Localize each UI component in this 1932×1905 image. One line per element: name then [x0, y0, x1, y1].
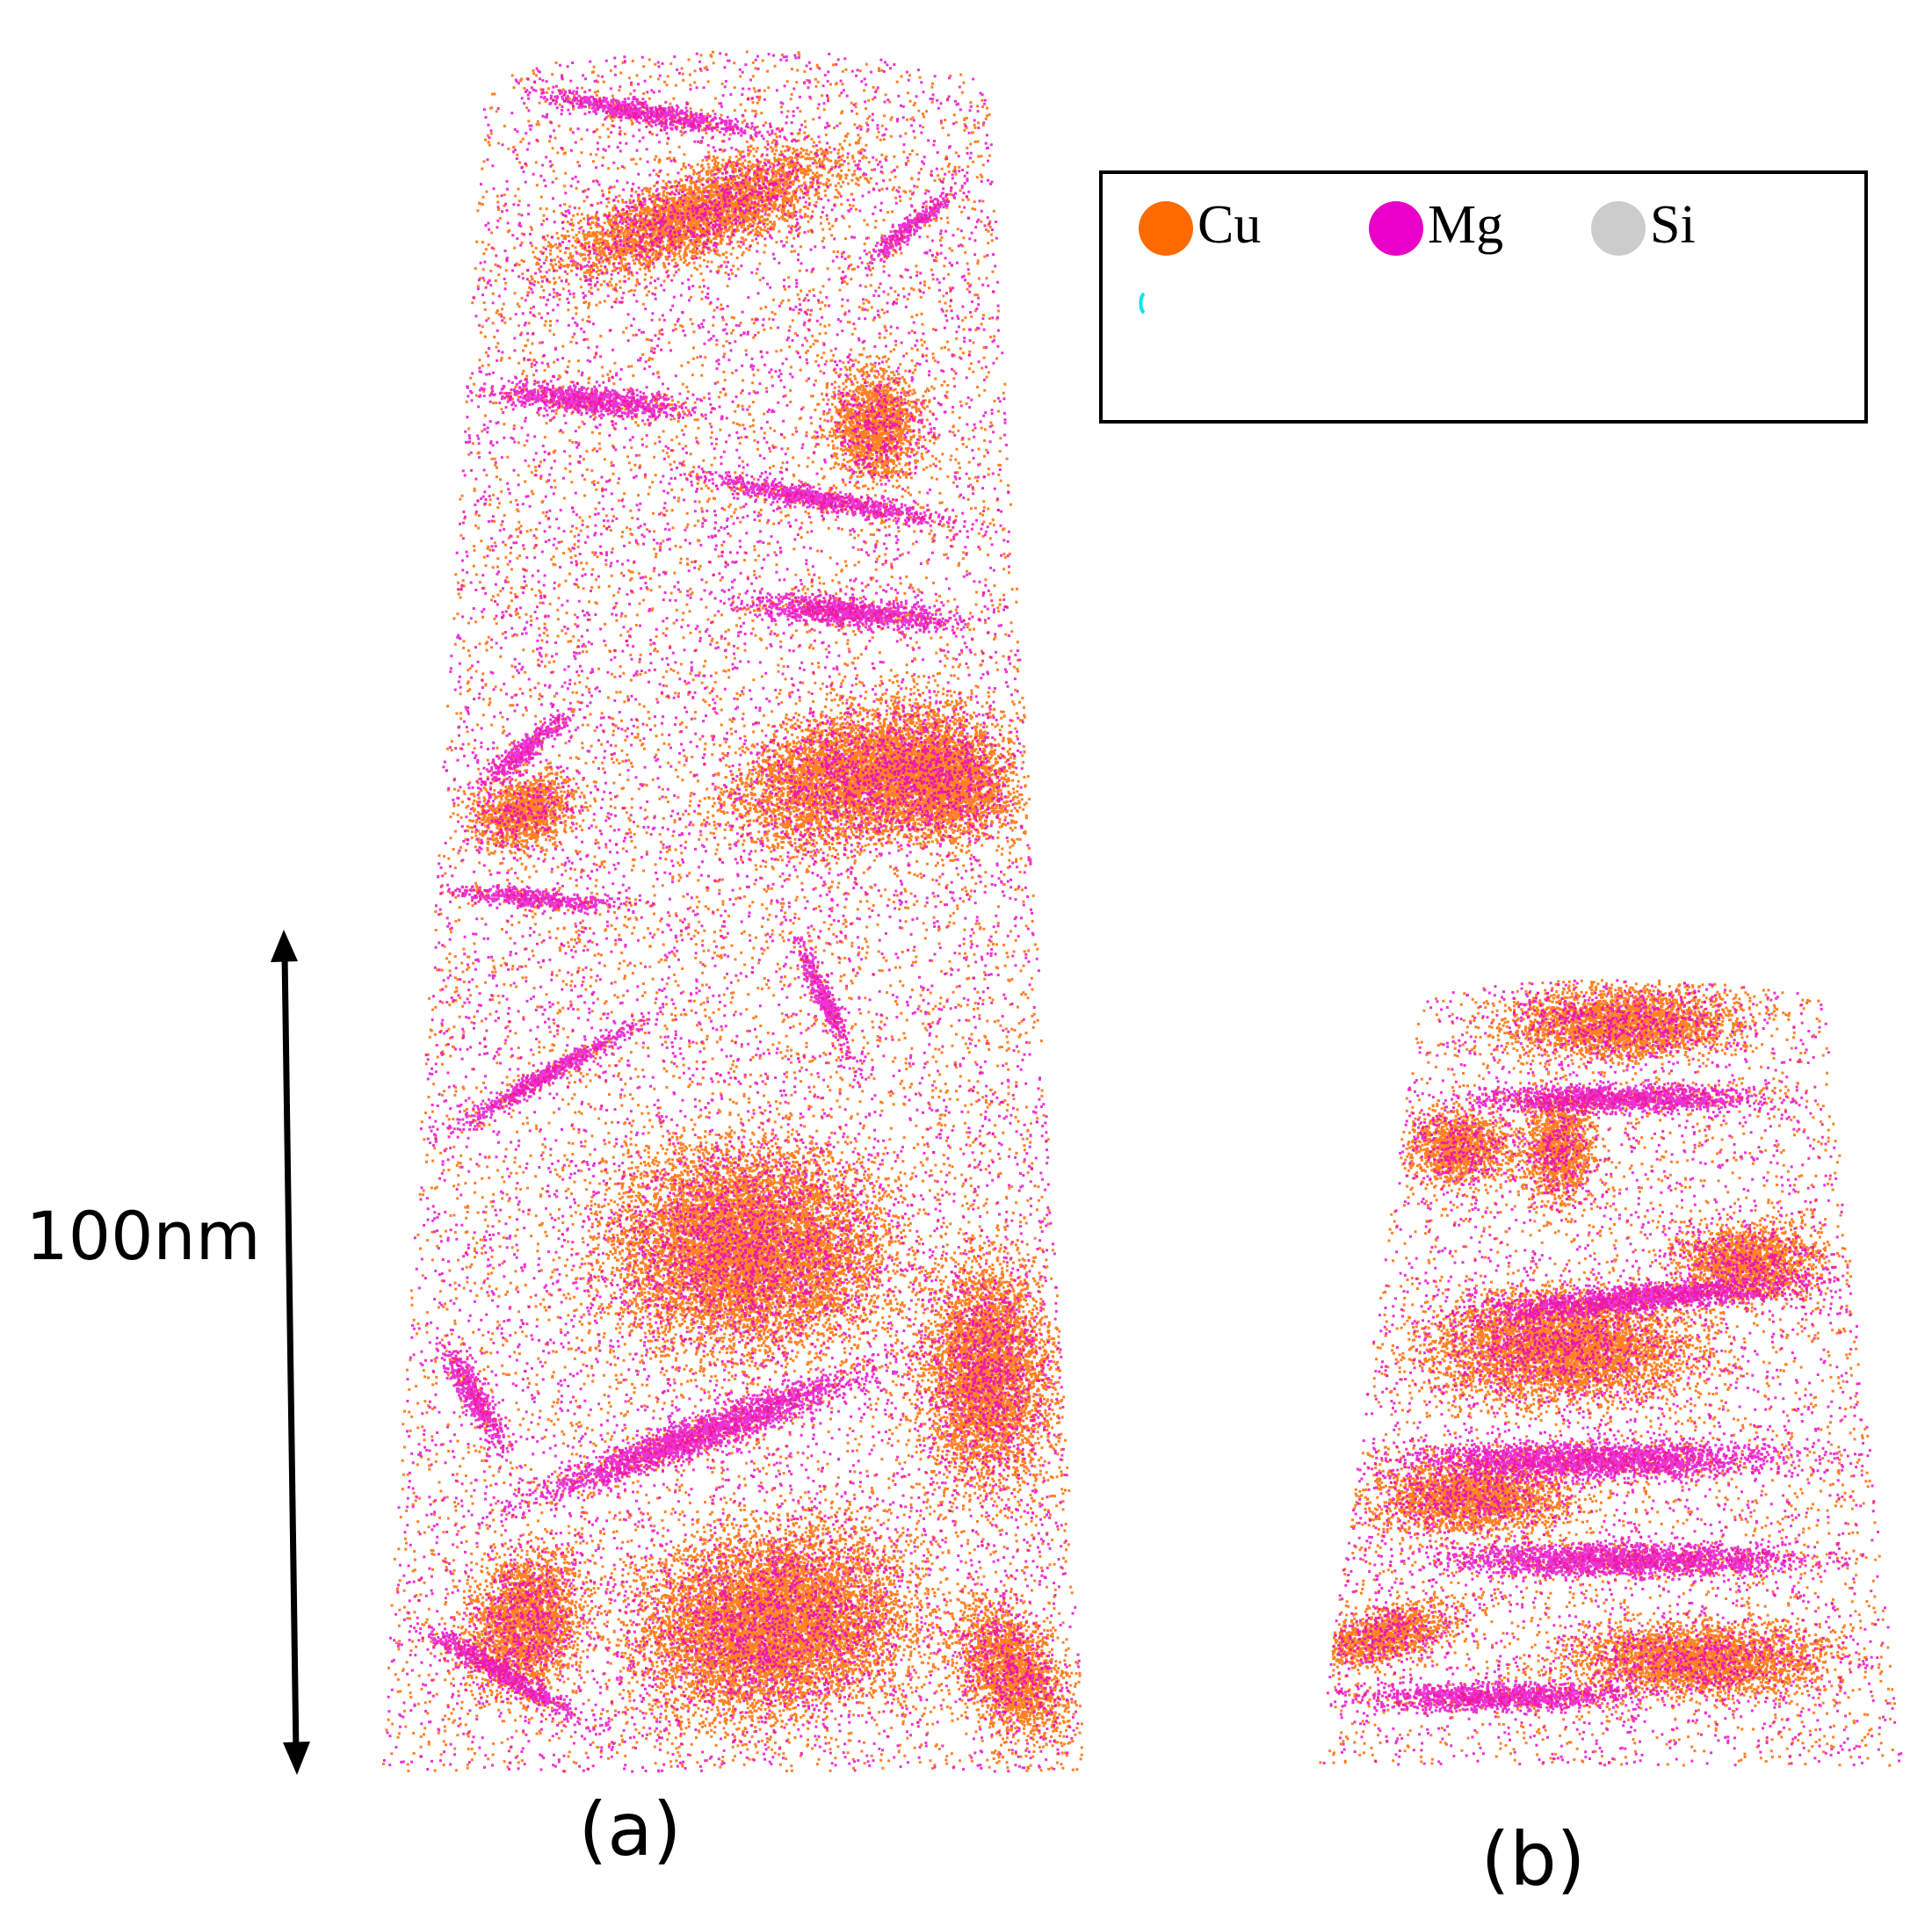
panel-label: (a) — [578, 1786, 681, 1872]
legend-mark — [1139, 292, 1146, 315]
legend: Cu Mg Si — [1139, 195, 1696, 256]
legend-swatch — [1139, 201, 1193, 256]
arrow-head — [283, 1742, 310, 1775]
legend-label: Mg — [1428, 195, 1503, 255]
mg-atoms — [383, 52, 1081, 1773]
scale-bar: 100nm — [25, 930, 310, 1775]
scale-label: 100nm — [25, 1197, 260, 1275]
cu-atoms — [1319, 979, 1896, 1767]
legend-swatch — [1369, 201, 1423, 256]
mg-atoms — [1322, 979, 1903, 1767]
specimens — [382, 50, 1903, 1773]
panel-label: (b) — [1481, 1816, 1586, 1902]
legend-box — [1099, 170, 1868, 424]
arrow-head — [271, 930, 298, 962]
legend-swatch — [1591, 201, 1646, 256]
legend-label: Cu — [1198, 195, 1261, 255]
scale-line — [281, 952, 300, 1754]
legend-label: Si — [1650, 195, 1696, 255]
